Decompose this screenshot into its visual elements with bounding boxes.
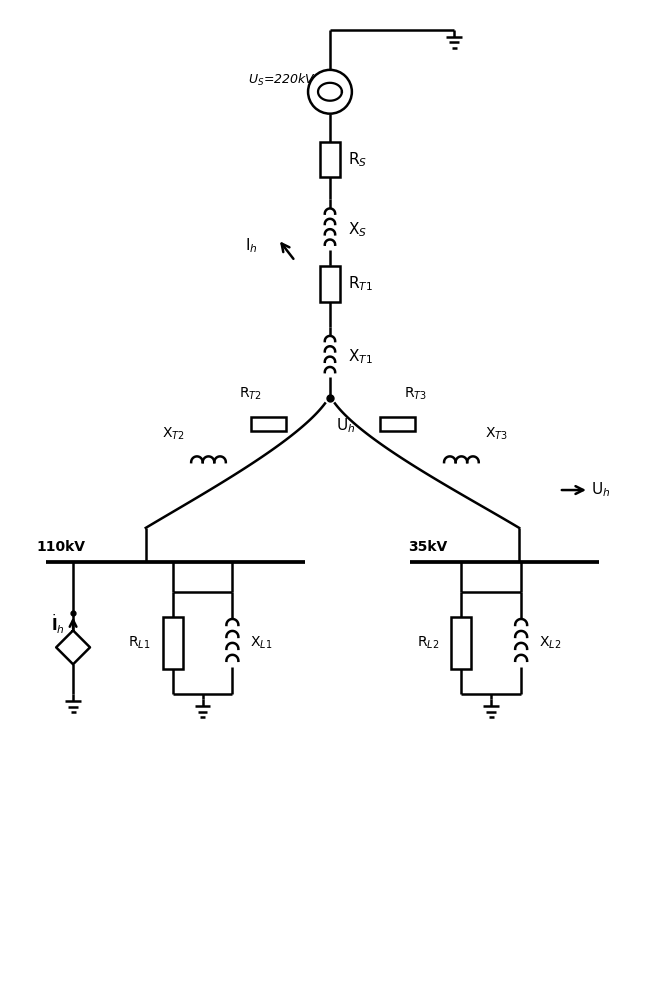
Text: U$_h$: U$_h$ (336, 416, 355, 435)
Text: X$_{L2}$: X$_{L2}$ (539, 635, 561, 651)
Text: X$_{T1}$: X$_{T1}$ (348, 347, 373, 366)
Bar (163, 617, 183, 669)
Text: X$_{T3}$: X$_{T3}$ (485, 426, 508, 442)
Bar (320, 142, 340, 177)
Text: I$_h$: I$_h$ (245, 237, 258, 255)
Circle shape (308, 70, 352, 114)
Text: R$_{L1}$: R$_{L1}$ (128, 635, 151, 651)
Text: R$_{T2}$: R$_{T2}$ (239, 386, 262, 402)
Text: 35kV: 35kV (408, 540, 447, 554)
Text: U$_S$=220kV: U$_S$=220kV (248, 72, 316, 88)
Text: U$_h$: U$_h$ (591, 481, 610, 499)
Text: X$_{L1}$: X$_{L1}$ (250, 635, 273, 651)
Text: $\dot{\mathbf{I}}_h$: $\dot{\mathbf{I}}_h$ (51, 613, 65, 636)
Bar (451, 617, 471, 669)
Text: R$_{T1}$: R$_{T1}$ (348, 275, 373, 293)
Text: 110kV: 110kV (36, 540, 85, 554)
Bar (320, 266, 340, 302)
Text: R$_{T3}$: R$_{T3}$ (404, 386, 427, 402)
Text: R$_S$: R$_S$ (348, 150, 367, 169)
Text: X$_S$: X$_S$ (348, 220, 367, 239)
Bar (251, 417, 286, 431)
Bar (381, 417, 415, 431)
Text: X$_{T2}$: X$_{T2}$ (163, 426, 185, 442)
Text: R$_{L2}$: R$_{L2}$ (417, 635, 439, 651)
